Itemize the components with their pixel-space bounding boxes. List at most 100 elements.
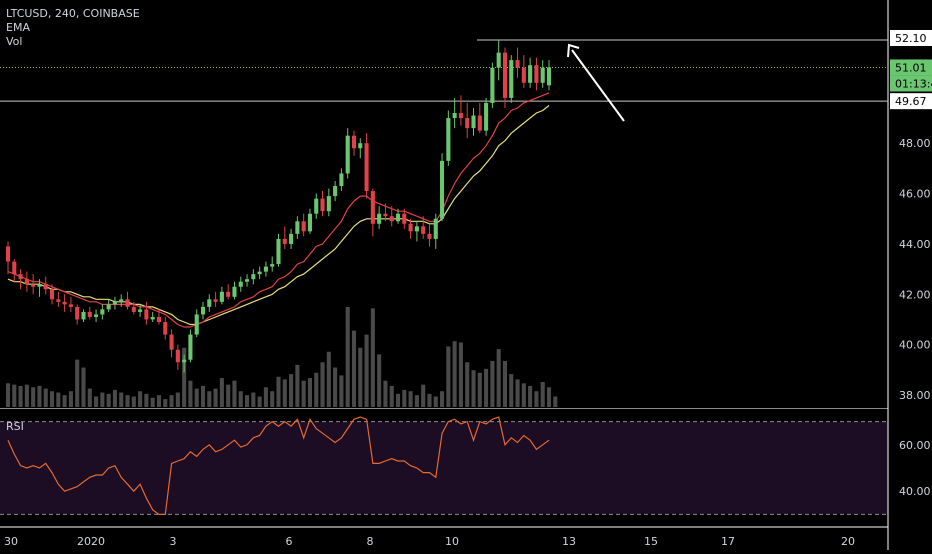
- candle[interactable]: [257, 266, 262, 280]
- candle-body[interactable]: [245, 279, 250, 282]
- candle-body[interactable]: [345, 135, 350, 174]
- candle[interactable]: [200, 301, 206, 320]
- candle-body[interactable]: [150, 316, 155, 320]
- candle[interactable]: [389, 206, 394, 227]
- candle-body[interactable]: [119, 299, 124, 302]
- candle-body[interactable]: [257, 271, 262, 275]
- candle[interactable]: [515, 47, 520, 78]
- candle[interactable]: [364, 133, 369, 199]
- candle-body[interactable]: [56, 299, 61, 302]
- resistance-price-label[interactable]: 52.10: [895, 32, 927, 45]
- candle[interactable]: [320, 191, 325, 217]
- candle-body[interactable]: [465, 118, 470, 129]
- candle[interactable]: [289, 228, 294, 249]
- time-axis[interactable]: 30 2020 3 6 8 10 13 15 17 20: [4, 535, 855, 548]
- candle[interactable]: [427, 223, 432, 247]
- candle[interactable]: [112, 296, 117, 310]
- candle-body[interactable]: [515, 60, 520, 68]
- candle[interactable]: [81, 309, 86, 322]
- candle-body[interactable]: [452, 113, 457, 119]
- candle-body[interactable]: [320, 198, 325, 212]
- bar-countdown-label[interactable]: 01:13:47: [895, 77, 932, 90]
- support-price-label-box[interactable]: [890, 93, 932, 110]
- candle-body[interactable]: [427, 233, 432, 239]
- candle[interactable]: [370, 188, 375, 237]
- candle[interactable]: [18, 269, 23, 290]
- candle-body[interactable]: [75, 306, 80, 320]
- candle[interactable]: [502, 47, 508, 108]
- candle[interactable]: [163, 316, 168, 340]
- candle-body[interactable]: [182, 359, 187, 363]
- candle[interactable]: [251, 269, 256, 285]
- candle[interactable]: [182, 354, 187, 373]
- candle[interactable]: [87, 306, 92, 320]
- candle-body[interactable]: [276, 238, 281, 265]
- candle[interactable]: [43, 276, 48, 295]
- candle-body[interactable]: [5, 246, 11, 262]
- candle[interactable]: [477, 102, 482, 134]
- candle[interactable]: [188, 329, 193, 363]
- candle[interactable]: [238, 276, 243, 292]
- candle[interactable]: [534, 57, 539, 91]
- candle[interactable]: [496, 40, 501, 81]
- candle-body[interactable]: [163, 321, 168, 335]
- candle[interactable]: [106, 299, 111, 312]
- candle-body[interactable]: [326, 196, 331, 212]
- candle[interactable]: [440, 153, 445, 222]
- candle-body[interactable]: [509, 60, 514, 98]
- candle[interactable]: [270, 256, 275, 272]
- candle-body[interactable]: [169, 334, 174, 350]
- resistance-price-label-box[interactable]: [890, 30, 932, 46]
- candle-body[interactable]: [370, 191, 375, 224]
- candle-body[interactable]: [490, 67, 495, 103]
- candle[interactable]: [282, 226, 287, 249]
- candle-body[interactable]: [270, 264, 275, 267]
- candle-body[interactable]: [194, 314, 199, 335]
- candle[interactable]: [452, 97, 457, 129]
- candles[interactable]: [5, 40, 552, 373]
- candle-body[interactable]: [100, 309, 105, 315]
- candle[interactable]: [12, 259, 17, 282]
- candle[interactable]: [125, 291, 130, 310]
- candle-body[interactable]: [471, 115, 476, 129]
- candle[interactable]: [358, 138, 363, 159]
- candle[interactable]: [226, 284, 231, 300]
- candle-body[interactable]: [351, 135, 357, 149]
- candle[interactable]: [521, 55, 526, 88]
- candle[interactable]: [326, 188, 331, 217]
- candle[interactable]: [528, 57, 533, 88]
- candle-body[interactable]: [68, 304, 73, 307]
- candle[interactable]: [351, 130, 357, 156]
- candle[interactable]: [383, 203, 388, 222]
- candle-body[interactable]: [37, 284, 42, 287]
- candle-body[interactable]: [219, 291, 224, 302]
- candle-body[interactable]: [251, 274, 256, 280]
- candle[interactable]: [345, 128, 350, 179]
- candle-body[interactable]: [188, 334, 193, 360]
- candle[interactable]: [100, 304, 105, 320]
- candle-body[interactable]: [24, 279, 29, 285]
- last-price-label-box[interactable]: [890, 59, 932, 76]
- candle-body[interactable]: [484, 102, 489, 131]
- candle[interactable]: [31, 274, 36, 295]
- candle-body[interactable]: [213, 299, 218, 302]
- candle[interactable]: [484, 97, 489, 136]
- candle-body[interactable]: [144, 309, 149, 320]
- candle[interactable]: [245, 274, 250, 287]
- candle[interactable]: [446, 110, 451, 166]
- candle[interactable]: [169, 329, 174, 358]
- candle-body[interactable]: [502, 52, 508, 98]
- symbol-title[interactable]: LTCUSD, 240, COINBASE: [6, 7, 140, 20]
- candle-body[interactable]: [402, 213, 407, 224]
- candle-body[interactable]: [377, 213, 382, 224]
- candle[interactable]: [5, 241, 11, 275]
- candle-body[interactable]: [540, 67, 545, 83]
- candle-body[interactable]: [49, 289, 55, 300]
- candle-body[interactable]: [534, 65, 539, 83]
- candle[interactable]: [408, 218, 413, 239]
- candle[interactable]: [150, 311, 155, 322]
- candle-body[interactable]: [106, 304, 111, 310]
- candle[interactable]: [546, 60, 552, 91]
- candle[interactable]: [395, 208, 401, 224]
- candle[interactable]: [421, 216, 426, 239]
